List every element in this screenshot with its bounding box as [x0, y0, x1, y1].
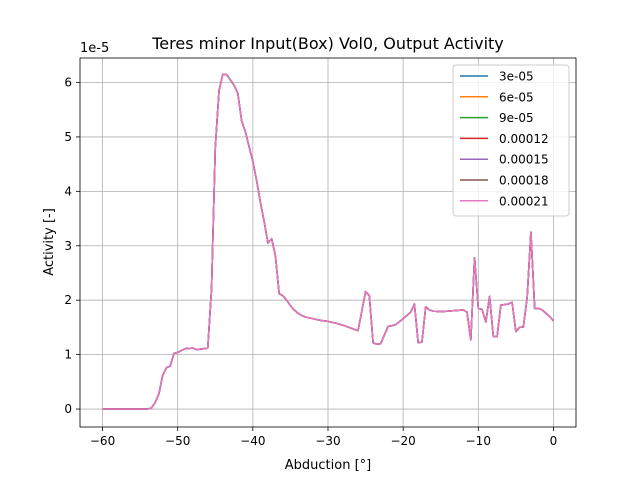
- y-tick-label: 5: [64, 130, 72, 144]
- legend-label: 0.00021: [499, 194, 549, 208]
- y-tick-label: 4: [64, 184, 72, 198]
- legend-label: 0.00018: [499, 174, 549, 188]
- x-tick-label: −10: [466, 434, 491, 448]
- legend-frame: [452, 64, 570, 217]
- x-tick-label: −50: [165, 434, 190, 448]
- legend-label: 3e-05: [499, 70, 534, 84]
- x-tick-label: −30: [315, 434, 340, 448]
- x-tick-label: −40: [240, 434, 265, 448]
- series-line-0.00021: [102, 73, 555, 410]
- legend-label: 9e-05: [499, 111, 534, 125]
- series-lines: [102, 73, 555, 410]
- y-axis: 0 1 2 3 4 5 6: [64, 75, 80, 416]
- x-axis: −60 −50 −40 −30 −20 −10 0: [90, 427, 557, 448]
- chart-title: Teres minor Input(Box) Vol0, Output Acti…: [151, 34, 504, 53]
- x-tick-label: 0: [550, 434, 558, 448]
- legend: 3e-05 6e-05 9e-05 0.00012 0.00015 0.00018 0.00…: [452, 64, 570, 217]
- legend-label: 6e-05: [499, 90, 534, 104]
- y-tick-label: 2: [64, 293, 72, 307]
- x-tick-label: −20: [390, 434, 415, 448]
- y-tick-label: 3: [64, 239, 72, 253]
- y-tick-label: 1: [64, 348, 72, 362]
- y-axis-label: Activity [-]: [42, 208, 57, 276]
- y-offset-label: 1e-5: [80, 41, 109, 56]
- x-tick-label: −60: [90, 434, 115, 448]
- y-tick-label: 0: [64, 402, 72, 416]
- x-axis-label: Abduction [°]: [285, 458, 371, 473]
- legend-label: 0.00015: [499, 153, 549, 167]
- legend-label: 0.00012: [499, 132, 549, 146]
- y-tick-label: 6: [64, 75, 72, 89]
